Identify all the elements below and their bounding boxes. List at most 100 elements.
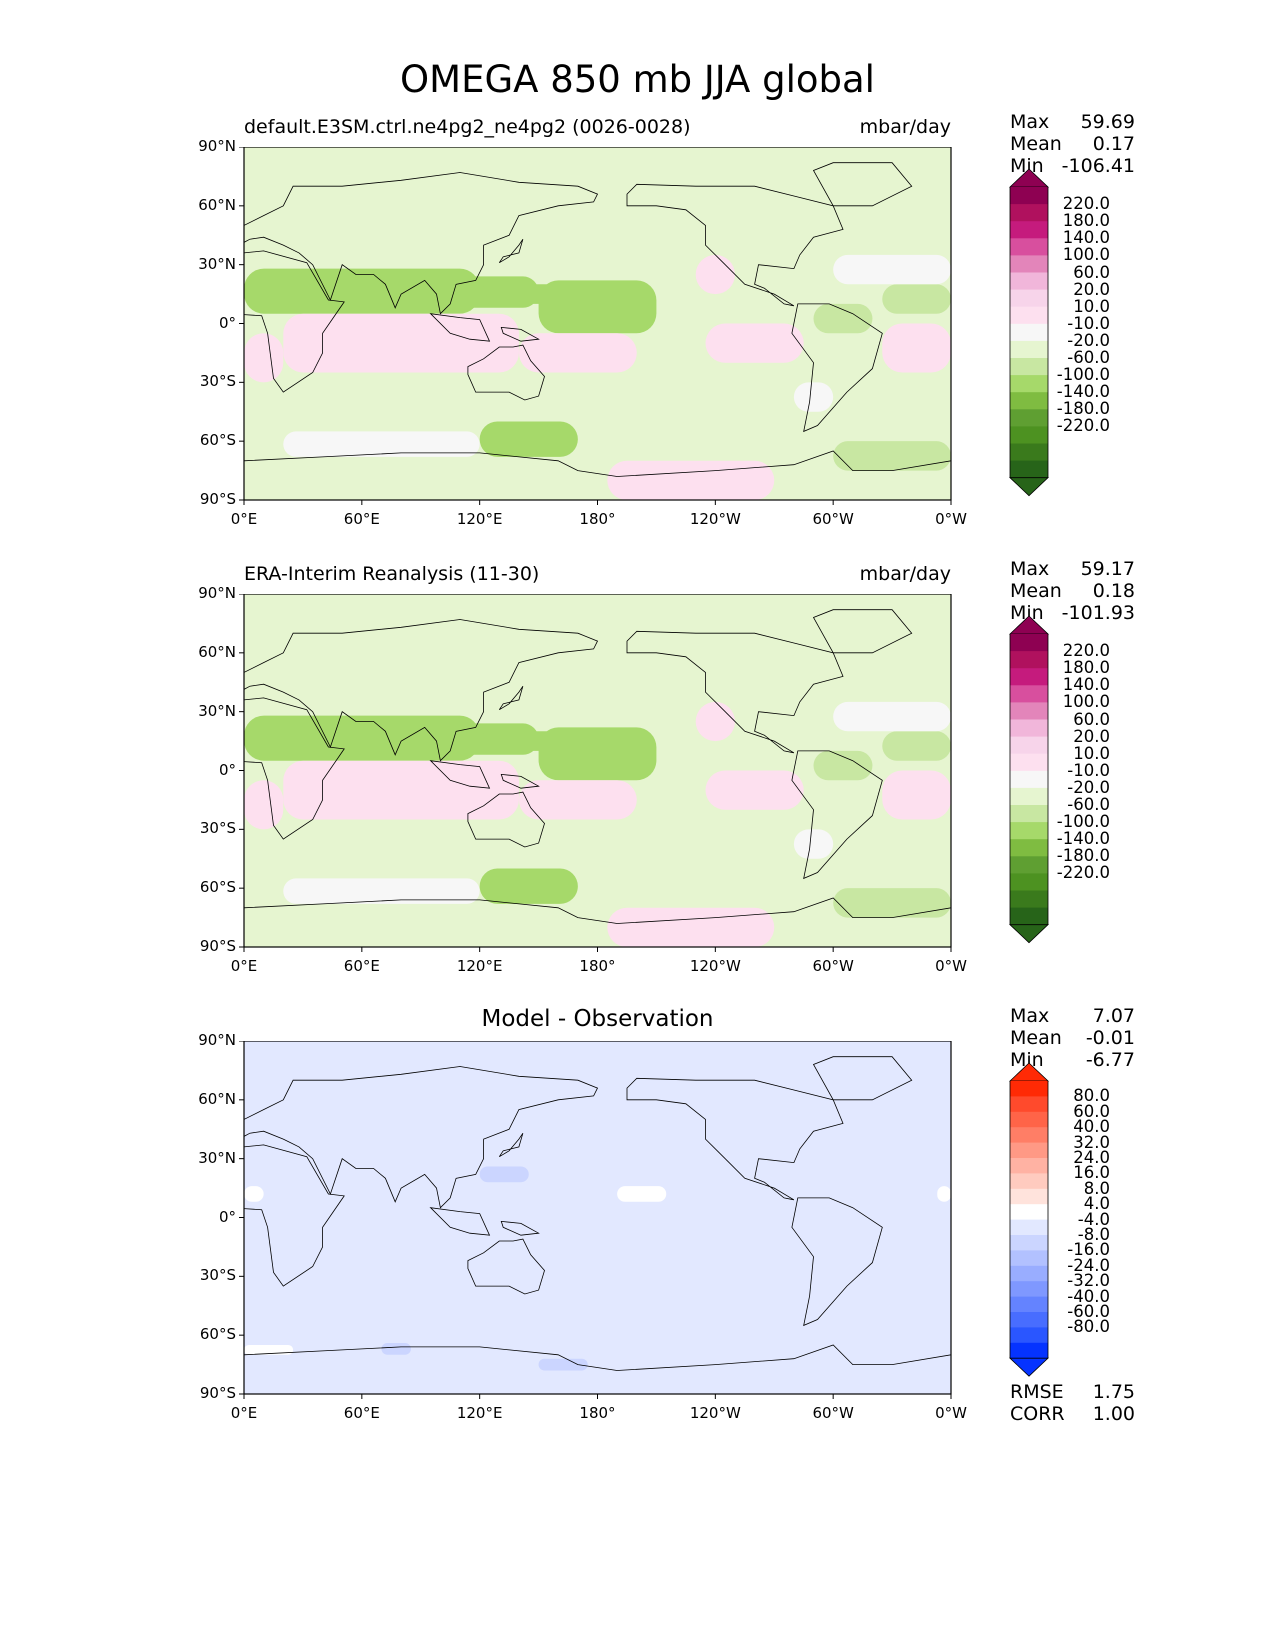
field-region	[479, 421, 578, 457]
colorbar-segment	[1010, 1265, 1048, 1282]
colorbar-label: -10.0	[1067, 760, 1110, 780]
stat-corr: CORR 1.00	[1010, 1403, 1135, 1425]
stat-label: Mean	[1010, 580, 1062, 602]
field-region	[538, 280, 657, 334]
coastline	[244, 250, 345, 393]
coastline	[498, 238, 524, 264]
panel-title: default.E3SM.ctrl.ne4pg2_ne4pg2 (0026-00…	[244, 116, 691, 138]
colorbar-label: 180.0	[1062, 658, 1110, 678]
field-region	[283, 431, 480, 457]
colorbar-segment	[1010, 1142, 1048, 1159]
colorbar-segment	[1010, 1096, 1048, 1113]
colorbar-segment	[1010, 409, 1048, 427]
lat-tick-label: 30°S	[199, 1266, 236, 1285]
colorbar-label: 220.0	[1062, 641, 1110, 661]
field-region	[244, 780, 284, 830]
colorbar-label: -220.0	[1056, 416, 1110, 436]
coastline	[791, 750, 883, 880]
coastline	[626, 183, 844, 307]
colorbar-segment	[1010, 187, 1048, 205]
stat-value: -106.41	[1061, 155, 1135, 177]
colorbar-segment	[1010, 736, 1048, 755]
lon-tick-label: 120°E	[456, 957, 503, 975]
lat-tick-label: 90°S	[199, 490, 236, 508]
coastline	[498, 685, 524, 711]
colorbar-label: 16.0	[1073, 1163, 1110, 1183]
colorbar-label: -8.0	[1077, 1225, 1110, 1244]
lat-tick-label: 0°	[218, 760, 236, 779]
lon-tick-label: 180°	[579, 1404, 616, 1422]
coastline	[244, 1066, 599, 1209]
colorbar-segment	[1010, 340, 1048, 359]
map-panel	[239, 594, 952, 952]
colorbar-label: -100.0	[1056, 812, 1110, 832]
lat-tick-label: 30°N	[198, 1148, 236, 1167]
colorbar-segment	[1010, 375, 1048, 393]
colorbar-segment	[1010, 1188, 1048, 1205]
coastline	[244, 1144, 345, 1287]
stats-box: Max 59.17 Mean 0.18 Min -101.93	[1010, 558, 1135, 624]
field-region	[833, 888, 951, 918]
colorbar-label: -60.0	[1067, 795, 1110, 814]
lat-tick-label: 30°S	[199, 372, 236, 391]
lat-tick-label: 60°S	[199, 878, 236, 897]
colorbar-label: -140.0	[1056, 382, 1110, 402]
colorbar-segment	[1010, 272, 1048, 291]
coastlines	[244, 609, 951, 947]
colorbar-extend-top	[1008, 1062, 1050, 1082]
field-region	[244, 1344, 294, 1355]
lat-tick-label: 30°S	[199, 819, 236, 838]
colorbar-label: -100.0	[1056, 365, 1110, 385]
colorbar-segment	[1010, 822, 1048, 840]
stat-value: 7.07	[1092, 1005, 1135, 1027]
field-region	[617, 1186, 667, 1202]
colorbar-label: -20.0	[1067, 777, 1110, 797]
field-region	[793, 829, 834, 859]
colorbar-segment	[1010, 1204, 1048, 1221]
coastline	[429, 1207, 491, 1236]
lon-tick-label: 120°E	[456, 1404, 503, 1422]
colorbar-segment	[1010, 1235, 1048, 1251]
colorbar-segment	[1010, 255, 1048, 273]
field-region	[518, 780, 637, 820]
field-region	[813, 303, 873, 334]
field-region	[793, 382, 834, 412]
lon-tick-label: 120°W	[689, 510, 741, 528]
colorbar-label: 80.0	[1073, 1086, 1110, 1106]
stat-label: Max	[1010, 558, 1050, 580]
lat-tick-label: 30°N	[198, 254, 236, 273]
coastline	[498, 1132, 524, 1158]
colorbar-segment	[1010, 204, 1048, 222]
lon-tick-label: 60°E	[343, 1404, 380, 1422]
coastline	[626, 1077, 844, 1201]
field-region	[283, 760, 519, 820]
colorbar-label: 4.0	[1083, 1194, 1110, 1214]
stat-max: Max 59.17	[1010, 558, 1135, 580]
lon-tick-label: 0°E	[230, 510, 258, 528]
stat-max: Max 59.69	[1010, 111, 1135, 133]
colorbar-segment	[1010, 1081, 1048, 1097]
coastline	[500, 1220, 540, 1236]
lat-tick-label: 90°N	[198, 1031, 236, 1049]
map-panel	[239, 1041, 952, 1399]
coastline	[791, 1197, 883, 1327]
lon-tick-label: 60°E	[343, 510, 380, 528]
colorbar-segment	[1010, 770, 1048, 789]
coastline	[812, 162, 913, 207]
colorbar-label: 10.0	[1073, 743, 1110, 763]
colorbar-segment	[1010, 805, 1048, 823]
lon-tick-label: 60°E	[343, 957, 380, 975]
coastline	[244, 697, 345, 840]
field-region	[705, 323, 804, 363]
stat-label: Max	[1010, 1005, 1050, 1027]
stat-min: Min -6.77	[1010, 1049, 1135, 1071]
colorbar-segment	[1010, 289, 1048, 308]
colorbar-label: -10.0	[1067, 313, 1110, 333]
coastline	[791, 303, 883, 433]
colorbar-label: 100.0	[1062, 692, 1110, 712]
colorbar	[1008, 1062, 1050, 1377]
field-region	[283, 313, 519, 373]
coastline	[244, 897, 951, 947]
panel-title: ERA-Interim Reanalysis (11-30)	[244, 563, 540, 585]
field-region	[538, 727, 657, 781]
